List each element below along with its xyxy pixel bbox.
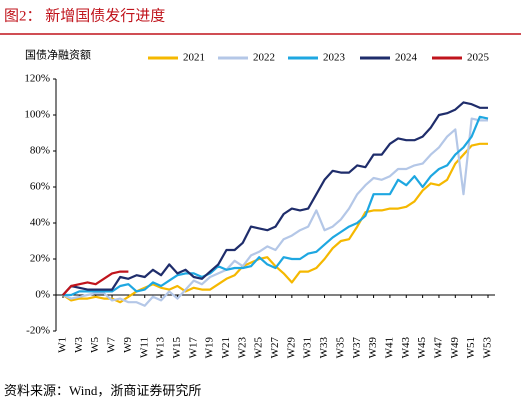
y-tick-label: 100%: [24, 109, 50, 121]
x-tick-label: W13: [155, 337, 167, 359]
x-tick-label: W21: [220, 337, 232, 358]
x-tick-label: W17: [187, 337, 199, 359]
source: 资料来源：Wind，浙商证券研究所: [4, 383, 201, 398]
legend-label: 2025: [467, 52, 490, 64]
x-tick-label: W47: [432, 337, 444, 359]
x-tick-label: W33: [318, 337, 330, 359]
x-tick-label: W19: [204, 337, 216, 359]
x-tick-label: W9: [122, 337, 134, 353]
y-tick-label: 120%: [24, 73, 50, 85]
x-tick-label: W45: [416, 337, 428, 359]
x-tick-label: W39: [367, 337, 379, 359]
line-series: [62, 101, 488, 296]
x-tick-label: W3: [73, 337, 85, 353]
y-axis-label: 国债净融资额: [25, 48, 91, 62]
legend-label: 2023: [323, 52, 346, 64]
x-tick-label: W25: [253, 337, 265, 359]
legend-label: 2022: [253, 52, 275, 64]
x-tick-label: W41: [383, 337, 395, 358]
y-tick-label: 20%: [30, 253, 50, 265]
x-tick-label: W31: [302, 337, 314, 358]
x-tick-label: W11: [138, 337, 150, 358]
x-tick-label: W15: [171, 337, 183, 359]
y-tick-label: 80%: [30, 145, 50, 157]
line-series: [62, 117, 488, 307]
x-tick-label: W43: [400, 337, 412, 359]
x-tick-label: W53: [482, 337, 494, 359]
x-tick-label: W27: [269, 337, 281, 359]
x-tick-label: W7: [106, 337, 118, 353]
legend-label: 2024: [395, 52, 418, 64]
x-tick-label: W23: [236, 337, 248, 359]
y-tick-label: 40%: [30, 217, 50, 229]
x-tick-label: W37: [351, 337, 363, 359]
line-series: [63, 115, 489, 297]
x-tick-label: W35: [334, 337, 346, 359]
x-tick-label: W29: [285, 337, 297, 359]
line-series: [62, 270, 129, 296]
x-tick-label: W51: [465, 337, 477, 358]
x-tick-label: W5: [89, 337, 101, 353]
x-tick-label: W1: [57, 337, 69, 353]
y-tick-label: 0%: [35, 289, 50, 301]
x-tick-label: W49: [449, 337, 461, 359]
legend-label: 2021: [183, 52, 205, 64]
y-tick-label: -20%: [26, 325, 50, 337]
y-tick-label: 60%: [30, 181, 50, 193]
chart-title: 图2： 新增国债发行进度: [4, 7, 165, 24]
